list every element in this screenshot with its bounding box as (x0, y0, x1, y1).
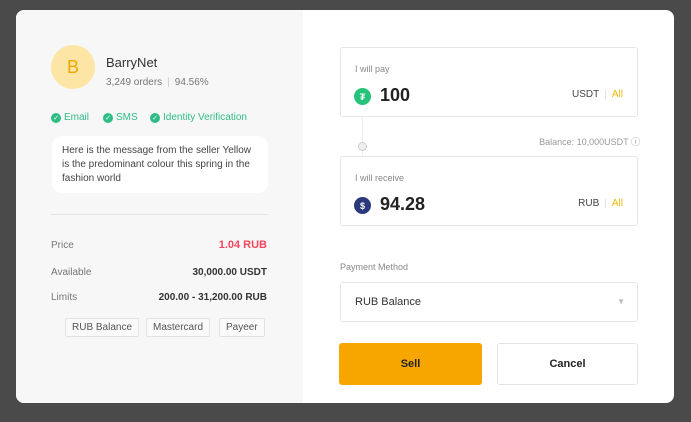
payment-chip: Mastercard (146, 318, 211, 337)
ruble-icon: $ (354, 197, 371, 214)
limits-label: Limits (51, 292, 78, 303)
payment-chip: Payeer (219, 318, 265, 337)
orders-count: 3,249 orders (106, 77, 163, 88)
sell-button[interactable]: Sell (339, 343, 482, 385)
completion-rate: 94.56% (174, 77, 209, 88)
available-label: Available (51, 267, 92, 278)
payment-method-select[interactable]: RUB Balance ▼ (340, 282, 638, 322)
receive-currency: RUB | All (578, 198, 623, 209)
check-icon: ✓ (103, 112, 113, 123)
connector-dot (358, 142, 367, 151)
info-icon[interactable]: ⓘ (630, 137, 640, 147)
price-label: Price (51, 240, 74, 251)
pay-label: I will pay (355, 64, 390, 74)
pay-all-button[interactable]: All (611, 89, 623, 100)
check-icon: ✓ (51, 112, 61, 123)
seller-stats: 3,249 orders | 94.56% (106, 77, 209, 88)
chevron-down-icon: ▼ (617, 297, 625, 306)
receive-label: I will receive (355, 173, 405, 183)
receive-all-button[interactable]: All (611, 198, 623, 209)
sell-dialog: B BarryNet 3,249 orders | 94.56% ✓ Email ✓ S… (16, 10, 674, 403)
pay-amount-input[interactable]: 100 (380, 85, 411, 105)
pay-input-box[interactable]: I will pay ₮ 100 USDT | All (340, 47, 638, 117)
payment-chip: RUB Balance (65, 318, 140, 337)
verified-email: ✓ Email (51, 112, 89, 123)
price-value: 1.04 RUB (218, 239, 267, 251)
balance-text: Balance: 10,000USDT ⓘ (539, 137, 640, 147)
pay-currency: USDT | All (572, 89, 623, 100)
seller-message: Here is the message from the seller Yell… (52, 136, 268, 193)
verified-identity: ✓ Identity Verification (150, 112, 247, 123)
divider (51, 214, 268, 215)
connector-line (362, 117, 363, 142)
check-icon: ✓ (150, 112, 160, 123)
receive-input-box[interactable]: I will receive $ 94.28 RUB | All (340, 156, 638, 226)
cancel-button[interactable]: Cancel (497, 343, 638, 385)
available-value: 30,000.00 USDT (192, 267, 268, 278)
avatar: B (51, 45, 95, 89)
seller-name[interactable]: BarryNet (106, 55, 158, 70)
receive-amount-input[interactable]: 94.28 (380, 194, 426, 214)
limits-value: 200.00 - 31,200.00 RUB (158, 292, 267, 303)
seller-panel: B BarryNet 3,249 orders | 94.56% ✓ Email ✓ S… (16, 10, 303, 403)
connector-line (362, 151, 363, 156)
tether-icon: ₮ (354, 88, 371, 105)
verified-sms: ✓ SMS (103, 112, 138, 123)
payment-method-label: Payment Method (340, 262, 409, 272)
